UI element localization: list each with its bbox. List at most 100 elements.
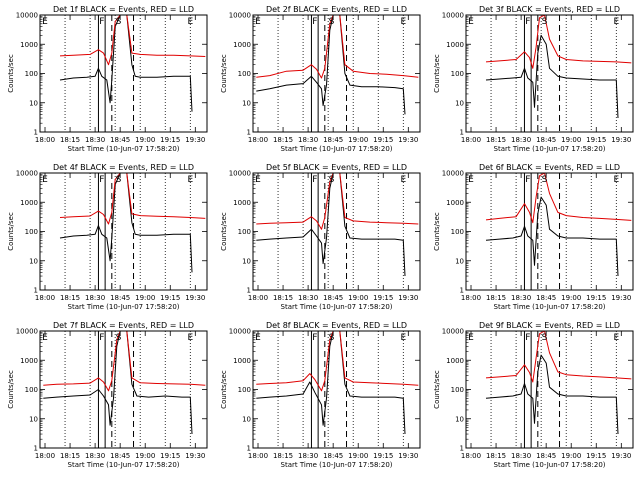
y-tick-label: 1000: [446, 41, 464, 49]
x-axis-label: Start Time (10-Jun-07 17:58:20): [68, 145, 180, 153]
y-tick-label: 1000: [446, 199, 464, 207]
y-tick-label: 10000: [229, 328, 251, 336]
y-tick-label: 1000: [20, 199, 38, 207]
series-events: [59, 14, 193, 112]
x-axis-label: Start Time (10-Jun-07 17:58:20): [494, 145, 606, 153]
y-tick-label: 1: [247, 287, 251, 295]
region-marker: E: [255, 333, 261, 343]
region-marker: F: [525, 333, 530, 343]
region-marker: F: [99, 333, 104, 343]
x-tick-label: 19:15: [586, 294, 606, 302]
x-tick-label: 19:30: [398, 452, 418, 460]
y-tick-label: 1: [460, 287, 464, 295]
x-tick-label: 19:30: [611, 136, 631, 144]
region-marker: E: [42, 333, 48, 343]
region-marker: F: [99, 175, 104, 185]
y-tick-label: 10: [455, 99, 464, 107]
x-tick-label: 19:00: [135, 452, 155, 460]
x-tick-label: 19:00: [348, 294, 368, 302]
series-events: [485, 354, 619, 435]
y-axis-label: Counts/sec: [220, 212, 228, 251]
panel-title: Det 9f BLACK = Events, RED = LLD: [479, 321, 620, 330]
y-tick-label: 100: [238, 228, 251, 236]
x-tick-label: 18:00: [248, 294, 268, 302]
region-marker: E: [255, 17, 261, 27]
panel-title: Det 4f BLACK = Events, RED = LLD: [53, 163, 194, 172]
y-tick-label: 10000: [442, 12, 464, 20]
x-tick-label: 19:15: [373, 452, 393, 460]
y-tick-label: 1000: [233, 199, 251, 207]
x-tick-label: 18:15: [486, 136, 506, 144]
region-marker: S: [329, 175, 335, 185]
region-marker: F: [525, 17, 530, 27]
x-tick-label: 19:30: [611, 294, 631, 302]
x-tick-label: 19:00: [348, 136, 368, 144]
series-lld: [485, 330, 632, 383]
y-axis-label: Counts/sec: [7, 212, 15, 251]
x-tick-label: 18:30: [298, 136, 318, 144]
detector-panel: Det 1f BLACK = Events, RED = LLD Counts/s…: [7, 5, 208, 153]
y-tick-label: 100: [238, 70, 251, 78]
series-lld: [59, 172, 206, 225]
y-tick-label: 1: [34, 129, 38, 137]
x-tick-label: 18:15: [273, 452, 293, 460]
x-tick-label: 18:45: [323, 136, 343, 144]
y-tick-label: 1000: [233, 357, 251, 365]
region-marker: E: [187, 17, 193, 27]
y-tick-label: 10000: [16, 12, 38, 20]
series-lld: [256, 14, 419, 79]
x-tick-label: 18:00: [461, 452, 481, 460]
region-marker: E: [400, 175, 406, 185]
series-events: [59, 172, 193, 273]
y-tick-label: 100: [25, 70, 38, 78]
y-tick-label: 100: [451, 70, 464, 78]
x-tick-label: 18:15: [60, 452, 80, 460]
region-marker: F: [312, 17, 317, 27]
x-tick-label: 19:00: [561, 452, 581, 460]
y-tick-label: 1: [34, 287, 38, 295]
x-tick-label: 19:15: [586, 452, 606, 460]
y-tick-label: 10000: [229, 170, 251, 178]
series-events: [256, 172, 406, 277]
region-marker: E: [400, 333, 406, 343]
detector-panel: Det 2f BLACK = Events, RED = LLD Counts/s…: [220, 5, 421, 153]
y-axis-label: Counts/sec: [433, 212, 441, 251]
series-events: [256, 14, 406, 115]
x-tick-label: 18:15: [273, 136, 293, 144]
x-tick-label: 18:45: [536, 136, 556, 144]
x-tick-label: 18:00: [35, 452, 55, 460]
plot-frame: [39, 172, 208, 291]
x-tick-label: 19:30: [185, 452, 205, 460]
x-axis-label: Start Time (10-Jun-07 17:58:20): [281, 303, 393, 311]
x-tick-label: 18:30: [85, 452, 105, 460]
y-tick-label: 1000: [446, 357, 464, 365]
y-tick-label: 100: [451, 386, 464, 394]
panel-title: Det 2f BLACK = Events, RED = LLD: [266, 5, 407, 14]
y-tick-label: 10000: [442, 170, 464, 178]
y-tick-label: 10: [29, 99, 38, 107]
x-tick-label: 19:30: [185, 136, 205, 144]
y-tick-label: 100: [25, 228, 38, 236]
x-tick-label: 19:30: [398, 136, 418, 144]
y-tick-label: 1: [247, 129, 251, 137]
region-marker: E: [42, 17, 48, 27]
x-tick-label: 19:15: [160, 136, 180, 144]
region-marker: F: [312, 175, 317, 185]
y-tick-label: 10000: [229, 12, 251, 20]
panel-title: Det 1f BLACK = Events, RED = LLD: [53, 5, 194, 14]
region-marker: S: [542, 175, 548, 185]
y-axis-label: Counts/sec: [220, 54, 228, 93]
panel-title: Det 8f BLACK = Events, RED = LLD: [266, 321, 407, 330]
series-events: [485, 34, 619, 119]
x-tick-label: 18:15: [486, 294, 506, 302]
x-tick-label: 18:45: [110, 452, 130, 460]
x-tick-label: 18:45: [323, 452, 343, 460]
x-tick-label: 19:15: [160, 452, 180, 460]
y-tick-label: 10000: [442, 328, 464, 336]
y-tick-label: 100: [451, 228, 464, 236]
x-tick-label: 18:15: [273, 294, 293, 302]
x-tick-label: 18:45: [536, 452, 556, 460]
detector-panel: Det 3f BLACK = Events, RED = LLD Counts/s…: [433, 5, 634, 153]
plot-frame: [252, 330, 421, 449]
y-axis-label: Counts/sec: [7, 370, 15, 409]
